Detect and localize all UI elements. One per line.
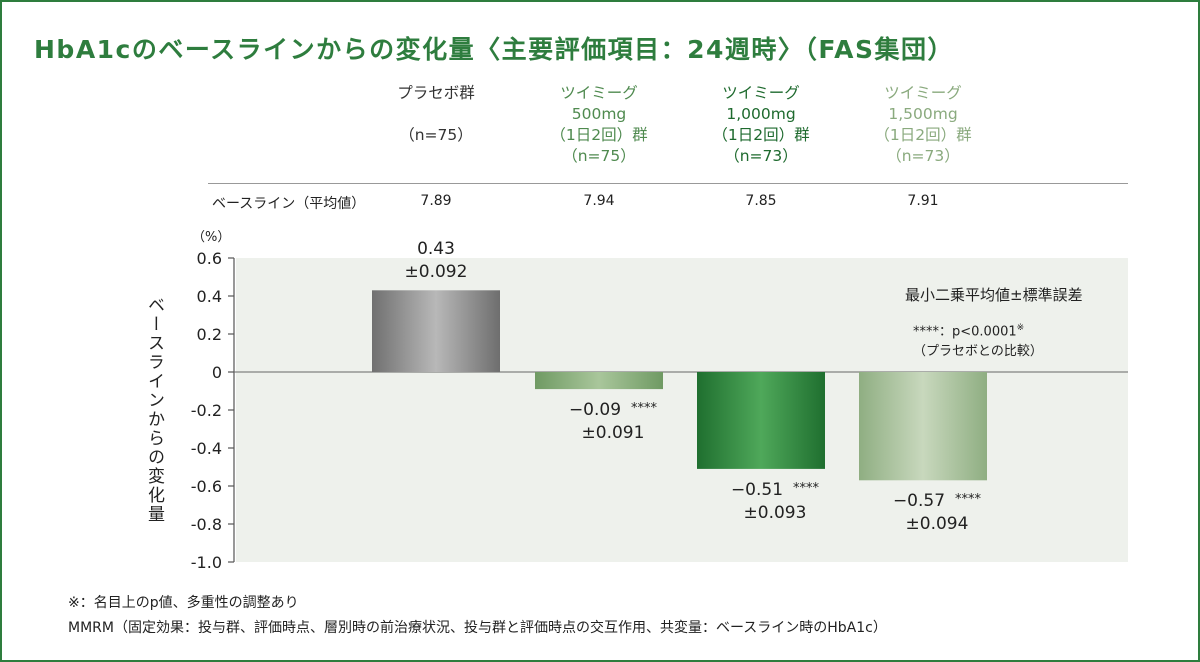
value-text: −0.09 [568, 400, 622, 421]
group-header-500mg: ツイミーグ 500mg （1日2回）群 （n=75） [514, 83, 684, 167]
baseline-divider [208, 183, 1128, 184]
y-tick-label: -0.4 [191, 439, 222, 458]
group-dose: 1,000mg [726, 105, 796, 123]
baseline-value-1000mg: 7.85 [745, 193, 777, 209]
group-n: （n=75） [399, 126, 473, 144]
group-n: （n=73） [886, 147, 960, 165]
group-dose: 500mg [571, 105, 627, 123]
y-tick-label: -0.6 [191, 477, 222, 496]
y-axis-label: ベースラインからの変化量 [144, 296, 164, 524]
group-header-1000mg: ツイミーグ 1,000mg （1日2回）群 （n=73） [676, 83, 846, 167]
group-regimen: （1日2回）群 [712, 126, 810, 144]
group-name: ツイミーグ [722, 84, 800, 102]
value-label-0: 0.43 ±0.092 [361, 238, 511, 284]
group-name: ツイミーグ [884, 84, 962, 102]
footnote-mmrm: MMRM（固定効果：投与群、評価時点、層別時の前治療状況、投与群と評価時点の交互… [68, 620, 887, 636]
legend-pvalue: ****：p<0.0001 [913, 324, 1017, 340]
value-label-1: −0.09 **** ±0.091 [538, 397, 688, 445]
group-dose: 1,500mg [888, 105, 958, 123]
value-label-3: −0.57 **** ±0.094 [862, 488, 1012, 536]
bar-0 [372, 290, 500, 372]
bar-1 [535, 372, 663, 390]
error-text: ±0.091 [581, 423, 645, 444]
y-tick-label: 0.4 [197, 287, 222, 306]
baseline-value-1500mg: 7.91 [907, 193, 939, 209]
value-text: −0.51 [730, 479, 784, 500]
legend-pvalue-mark: ※ [1016, 323, 1025, 333]
group-name: プラセボ群 [397, 84, 475, 102]
error-text: ±0.094 [905, 514, 969, 535]
y-tick-label: -1.0 [191, 553, 222, 572]
significance-stars: **** [955, 492, 982, 508]
group-n: （n=73） [724, 147, 798, 165]
significance-stars: **** [631, 401, 658, 417]
y-tick-label: 0.6 [197, 249, 222, 268]
y-tick-label: 0.2 [197, 325, 222, 344]
error-text: ±0.092 [404, 262, 468, 283]
value-label-2: −0.51 **** ±0.093 [700, 477, 850, 525]
y-tick-label: -0.8 [191, 515, 222, 534]
y-tick-label: 0 [212, 363, 222, 382]
group-name: ツイミーグ [560, 84, 638, 102]
y-tick-label: -0.2 [191, 401, 222, 420]
legend-lsmean: 最小二乗平均値±標準誤差 [905, 286, 1083, 304]
legend-comparison: （プラセボとの比較） [913, 344, 1043, 360]
group-header-1500mg: ツイミーグ 1,500mg （1日2回）群 （n=73） [838, 83, 1008, 167]
error-text: ±0.093 [743, 502, 807, 523]
bar-3 [859, 372, 987, 481]
y-axis-unit: （%） [192, 230, 231, 245]
group-n: （n=75） [562, 147, 636, 165]
bar-2 [697, 372, 825, 469]
group-header-placebo: プラセボ群 （n=75） [351, 83, 521, 146]
footnote-pvalue: ※：名目上のp値、多重性の調整あり [68, 595, 299, 611]
significance-stars: **** [793, 480, 820, 496]
baseline-value-500mg: 7.94 [583, 193, 615, 209]
baseline-value-placebo: 7.89 [420, 193, 452, 209]
legend-significance: ****：p<0.0001※ （プラセボとの比較） [913, 318, 1043, 362]
chart-title: HbA1cのベースラインからの変化量〈主要評価項目：24週時〉（FAS集団） [34, 35, 954, 64]
group-regimen: （1日2回）群 [874, 126, 972, 144]
group-regimen: （1日2回）群 [550, 126, 648, 144]
value-text: −0.57 [892, 491, 946, 512]
value-text: 0.43 [417, 239, 455, 260]
baseline-label: ベースライン（平均値） [212, 196, 366, 212]
